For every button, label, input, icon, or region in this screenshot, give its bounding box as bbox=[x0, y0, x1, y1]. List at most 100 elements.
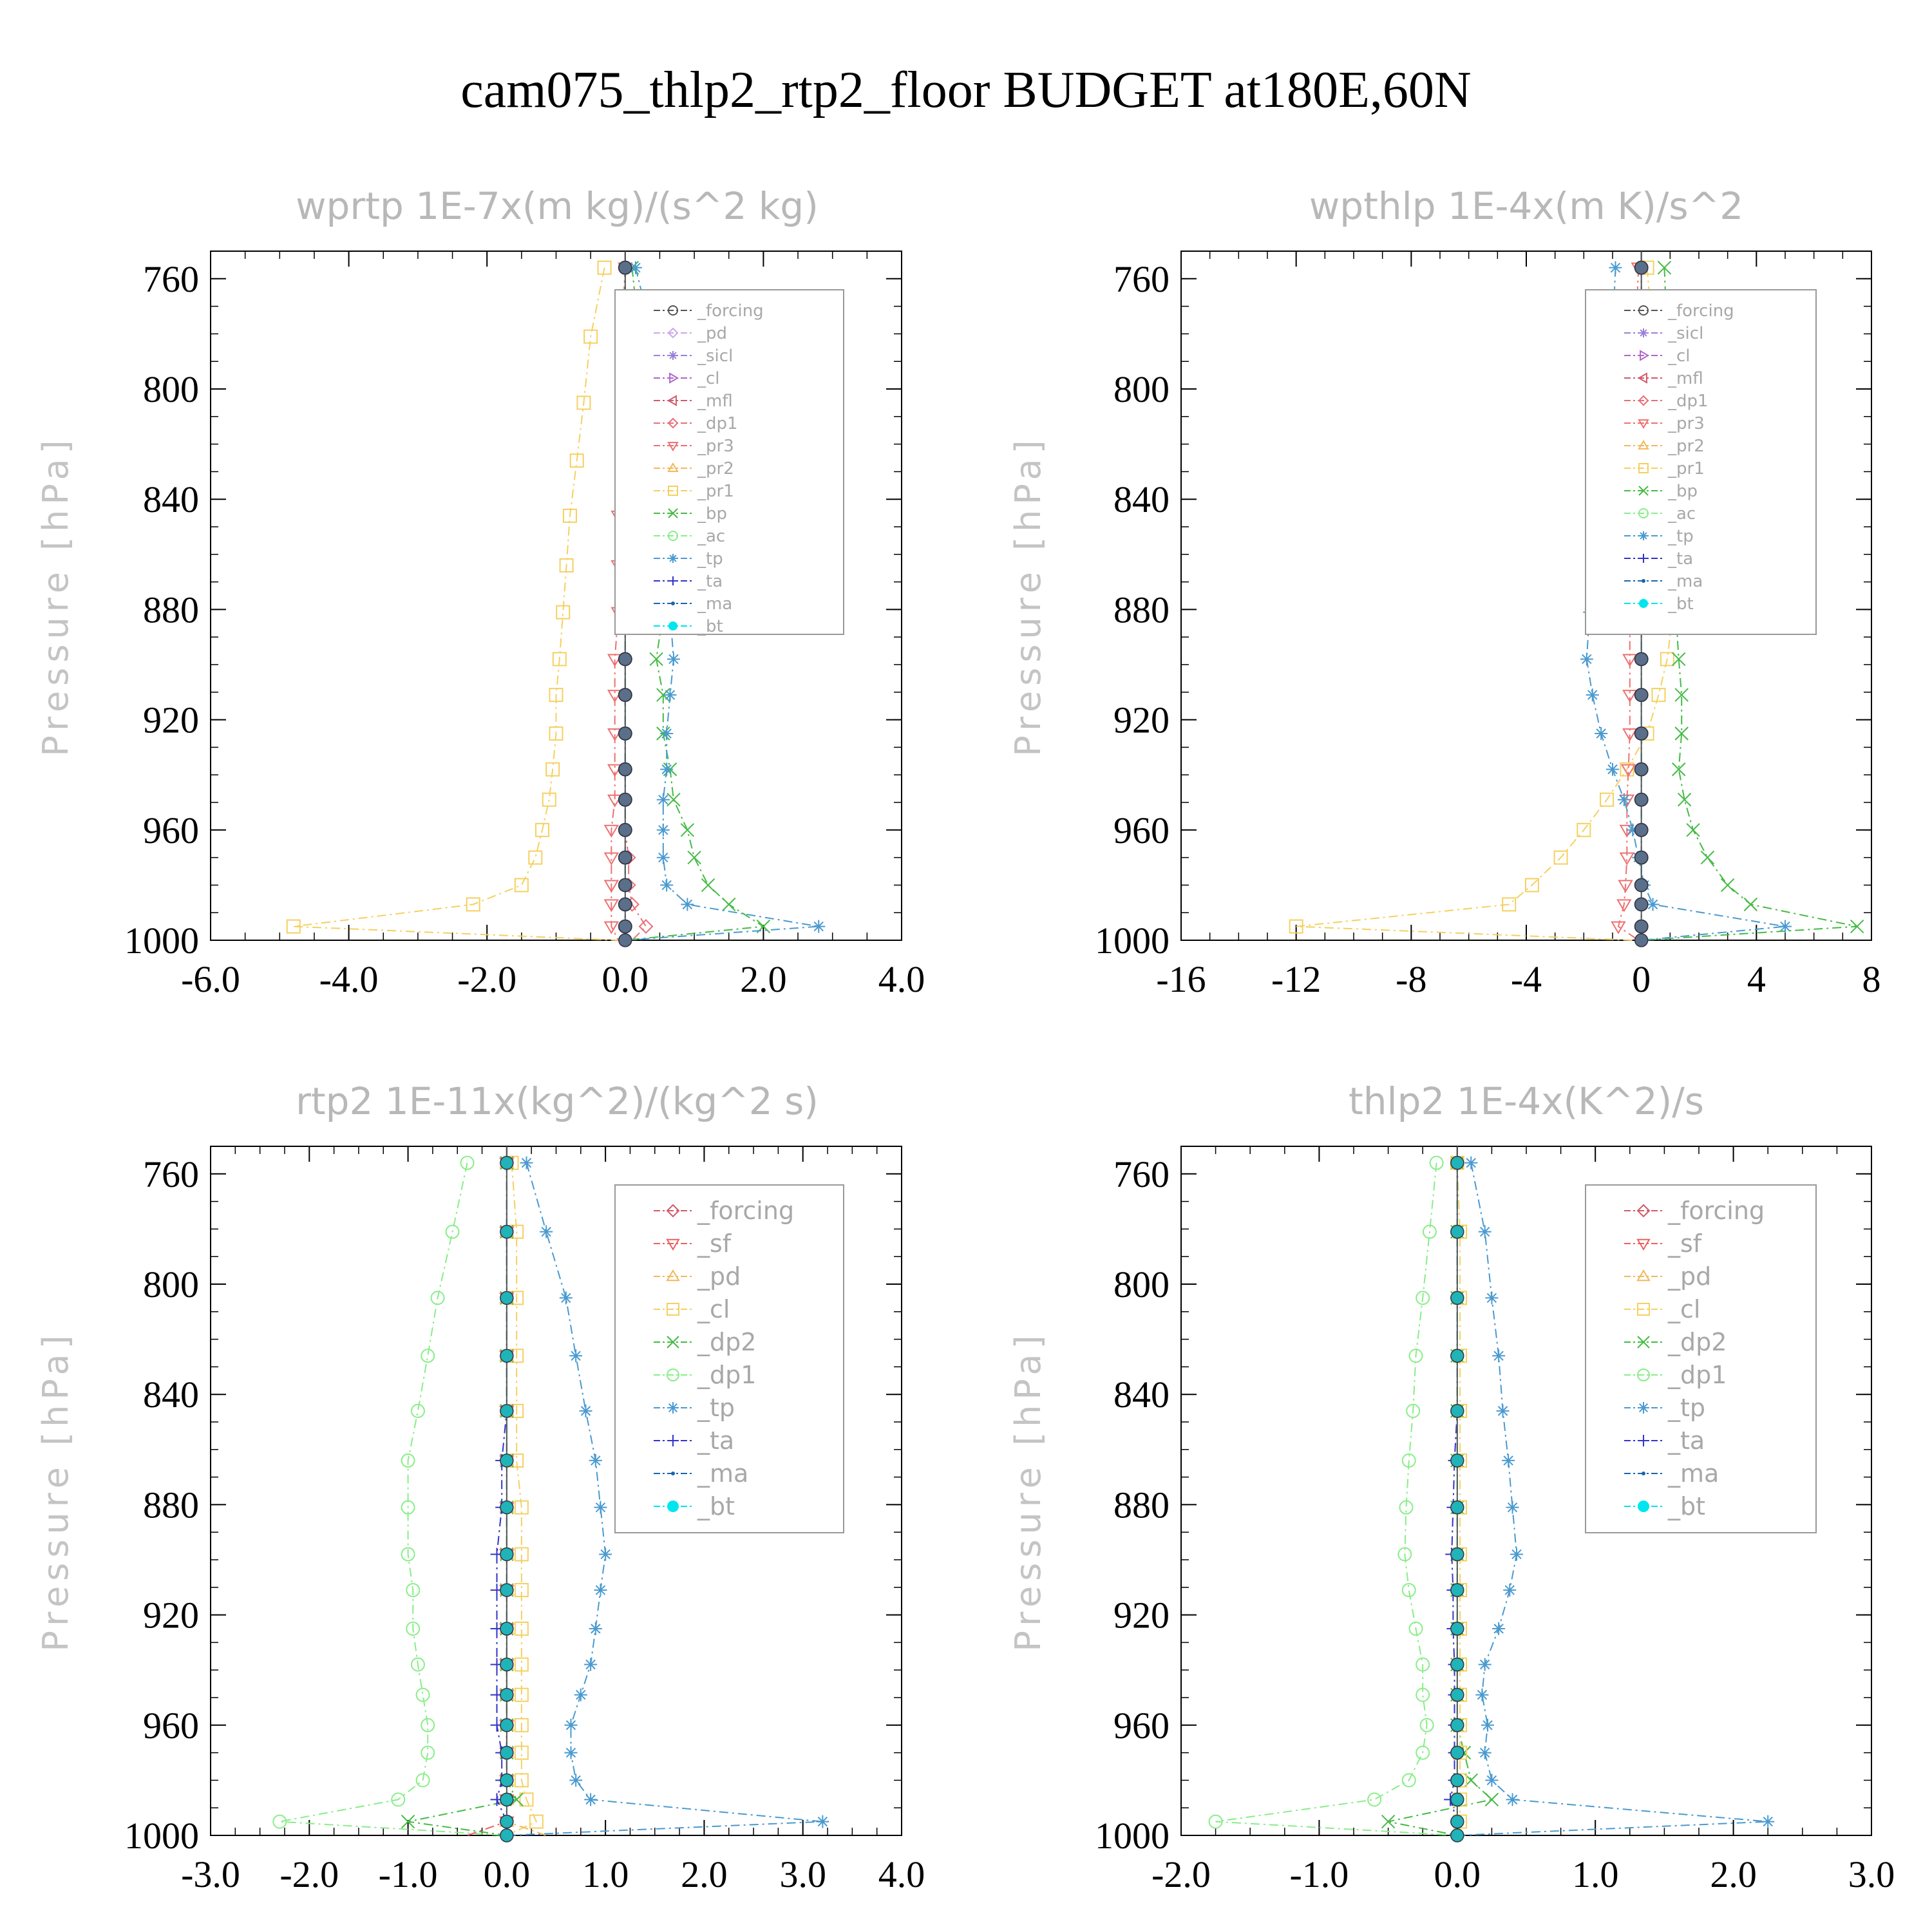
data-point bbox=[1580, 652, 1593, 666]
legend-label: _pr2 bbox=[1667, 437, 1705, 456]
legend-label: _ma bbox=[697, 594, 732, 614]
data-point bbox=[1485, 1774, 1499, 1787]
data-point bbox=[1622, 654, 1638, 667]
data-point bbox=[1408, 1622, 1423, 1636]
legend-marker bbox=[668, 576, 677, 585]
panel-title: rtp2 1E-11x(kg^2)/(kg^2 s) bbox=[296, 1079, 819, 1123]
legend-label: _pr1 bbox=[697, 482, 734, 501]
data-point bbox=[603, 880, 620, 893]
x-tick-label: -6.0 bbox=[181, 958, 240, 1000]
data-point bbox=[1617, 793, 1631, 806]
zero-point bbox=[1450, 1718, 1464, 1732]
legend-label: _dp1 bbox=[1667, 1361, 1727, 1389]
legend-marker bbox=[1638, 1435, 1649, 1446]
data-point bbox=[1401, 1583, 1416, 1598]
data-point bbox=[1622, 728, 1638, 741]
legend-marker bbox=[666, 1204, 680, 1218]
legend-label: _cl bbox=[697, 1295, 730, 1323]
series-line bbox=[1215, 1162, 1457, 1836]
data-point bbox=[1595, 727, 1608, 740]
legend-label: _ma bbox=[1667, 1459, 1719, 1488]
data-point bbox=[594, 1501, 607, 1514]
chart-2: rtp2 1E-11x(kg^2)/(kg^2 s) Pressure [hPa]… bbox=[35, 1079, 925, 1895]
legend-label: _mfl bbox=[1667, 369, 1703, 388]
legend-label: _forcing bbox=[1667, 301, 1734, 321]
data-point bbox=[410, 1403, 425, 1418]
y-axis-label: Pressure [hPa] bbox=[1008, 435, 1048, 756]
y-tick-label: 840 bbox=[143, 1374, 199, 1416]
data-point bbox=[272, 1814, 287, 1829]
zero-point bbox=[1450, 1657, 1464, 1672]
zero-point bbox=[1634, 933, 1649, 947]
data-point bbox=[1416, 1687, 1430, 1702]
legend-label: _bp bbox=[697, 504, 727, 524]
data-point bbox=[528, 850, 543, 865]
data-point bbox=[542, 792, 556, 807]
data-point bbox=[1611, 921, 1626, 934]
data-point bbox=[660, 762, 674, 776]
data-point bbox=[514, 1547, 529, 1562]
data-point bbox=[667, 793, 681, 807]
data-point bbox=[1478, 1225, 1492, 1238]
zero-point bbox=[618, 933, 632, 947]
x-tick-label: 4.0 bbox=[878, 1853, 925, 1895]
data-point bbox=[1510, 1548, 1523, 1561]
legend-label: _ta bbox=[1667, 1426, 1705, 1455]
x-tick-label: 1.0 bbox=[582, 1853, 629, 1895]
zero-point bbox=[1634, 792, 1649, 807]
data-point bbox=[514, 1500, 529, 1515]
data-point bbox=[589, 1454, 602, 1467]
legend-label: _pd bbox=[697, 1262, 741, 1291]
data-point bbox=[1406, 1403, 1421, 1418]
legend-marker bbox=[1642, 579, 1645, 583]
data-point bbox=[656, 851, 670, 864]
zero-point bbox=[500, 1349, 514, 1363]
x-tick-label: -16 bbox=[1156, 958, 1206, 1000]
data-point bbox=[1475, 1688, 1489, 1701]
data-point bbox=[430, 1291, 445, 1305]
data-point bbox=[1416, 1745, 1430, 1760]
legend-marker bbox=[668, 531, 678, 541]
data-point bbox=[603, 852, 620, 866]
legend-label: _bp bbox=[1667, 482, 1698, 501]
data-point bbox=[1686, 823, 1700, 837]
zero-point bbox=[618, 823, 632, 837]
zero-point bbox=[618, 897, 632, 912]
legend: _forcing _sicl _cl _mfl _dp1 _pr3 _pr2 _pr1 _bp _… bbox=[1585, 289, 1817, 635]
data-point bbox=[1397, 1547, 1412, 1562]
zero-point bbox=[1634, 897, 1649, 912]
legend-marker bbox=[667, 1501, 679, 1512]
y-tick-label: 760 bbox=[1113, 1153, 1170, 1195]
zero-point bbox=[500, 1718, 514, 1732]
data-point bbox=[649, 652, 663, 667]
data-point bbox=[603, 824, 620, 838]
zero-point bbox=[500, 1291, 514, 1305]
data-point bbox=[1485, 1291, 1499, 1305]
panel-title: wprtp 1E-7x(m kg)/(s^2 kg) bbox=[296, 184, 819, 228]
legend-label: _dp1 bbox=[1667, 392, 1709, 411]
x-tick-label: 0.0 bbox=[602, 958, 649, 1000]
zero-point bbox=[1450, 1155, 1464, 1170]
legend-label: _tp bbox=[1667, 527, 1694, 546]
data-point bbox=[1478, 1746, 1492, 1759]
y-tick-label: 840 bbox=[1113, 1374, 1170, 1416]
x-tick-label: 0.0 bbox=[484, 1853, 531, 1895]
y-tick-label: 920 bbox=[143, 1595, 199, 1636]
zero-point bbox=[1634, 688, 1649, 702]
data-point bbox=[514, 1583, 529, 1598]
data-point bbox=[1616, 899, 1632, 913]
legend-marker bbox=[1638, 395, 1649, 406]
y-tick-label: 880 bbox=[1113, 589, 1170, 630]
series-line bbox=[506, 1162, 538, 1836]
data-point bbox=[1672, 762, 1686, 777]
zero-point bbox=[500, 1454, 514, 1468]
legend-label: _ma bbox=[697, 1459, 748, 1488]
data-point bbox=[1484, 1792, 1499, 1807]
y-tick-label: 760 bbox=[143, 1153, 199, 1195]
zero-point bbox=[618, 919, 632, 934]
data-point bbox=[1626, 823, 1640, 837]
legend-label: _ta bbox=[1667, 549, 1693, 569]
legend-label: _pr3 bbox=[1667, 414, 1705, 433]
data-point bbox=[687, 850, 701, 865]
legend-label: _pr1 bbox=[1667, 459, 1705, 478]
